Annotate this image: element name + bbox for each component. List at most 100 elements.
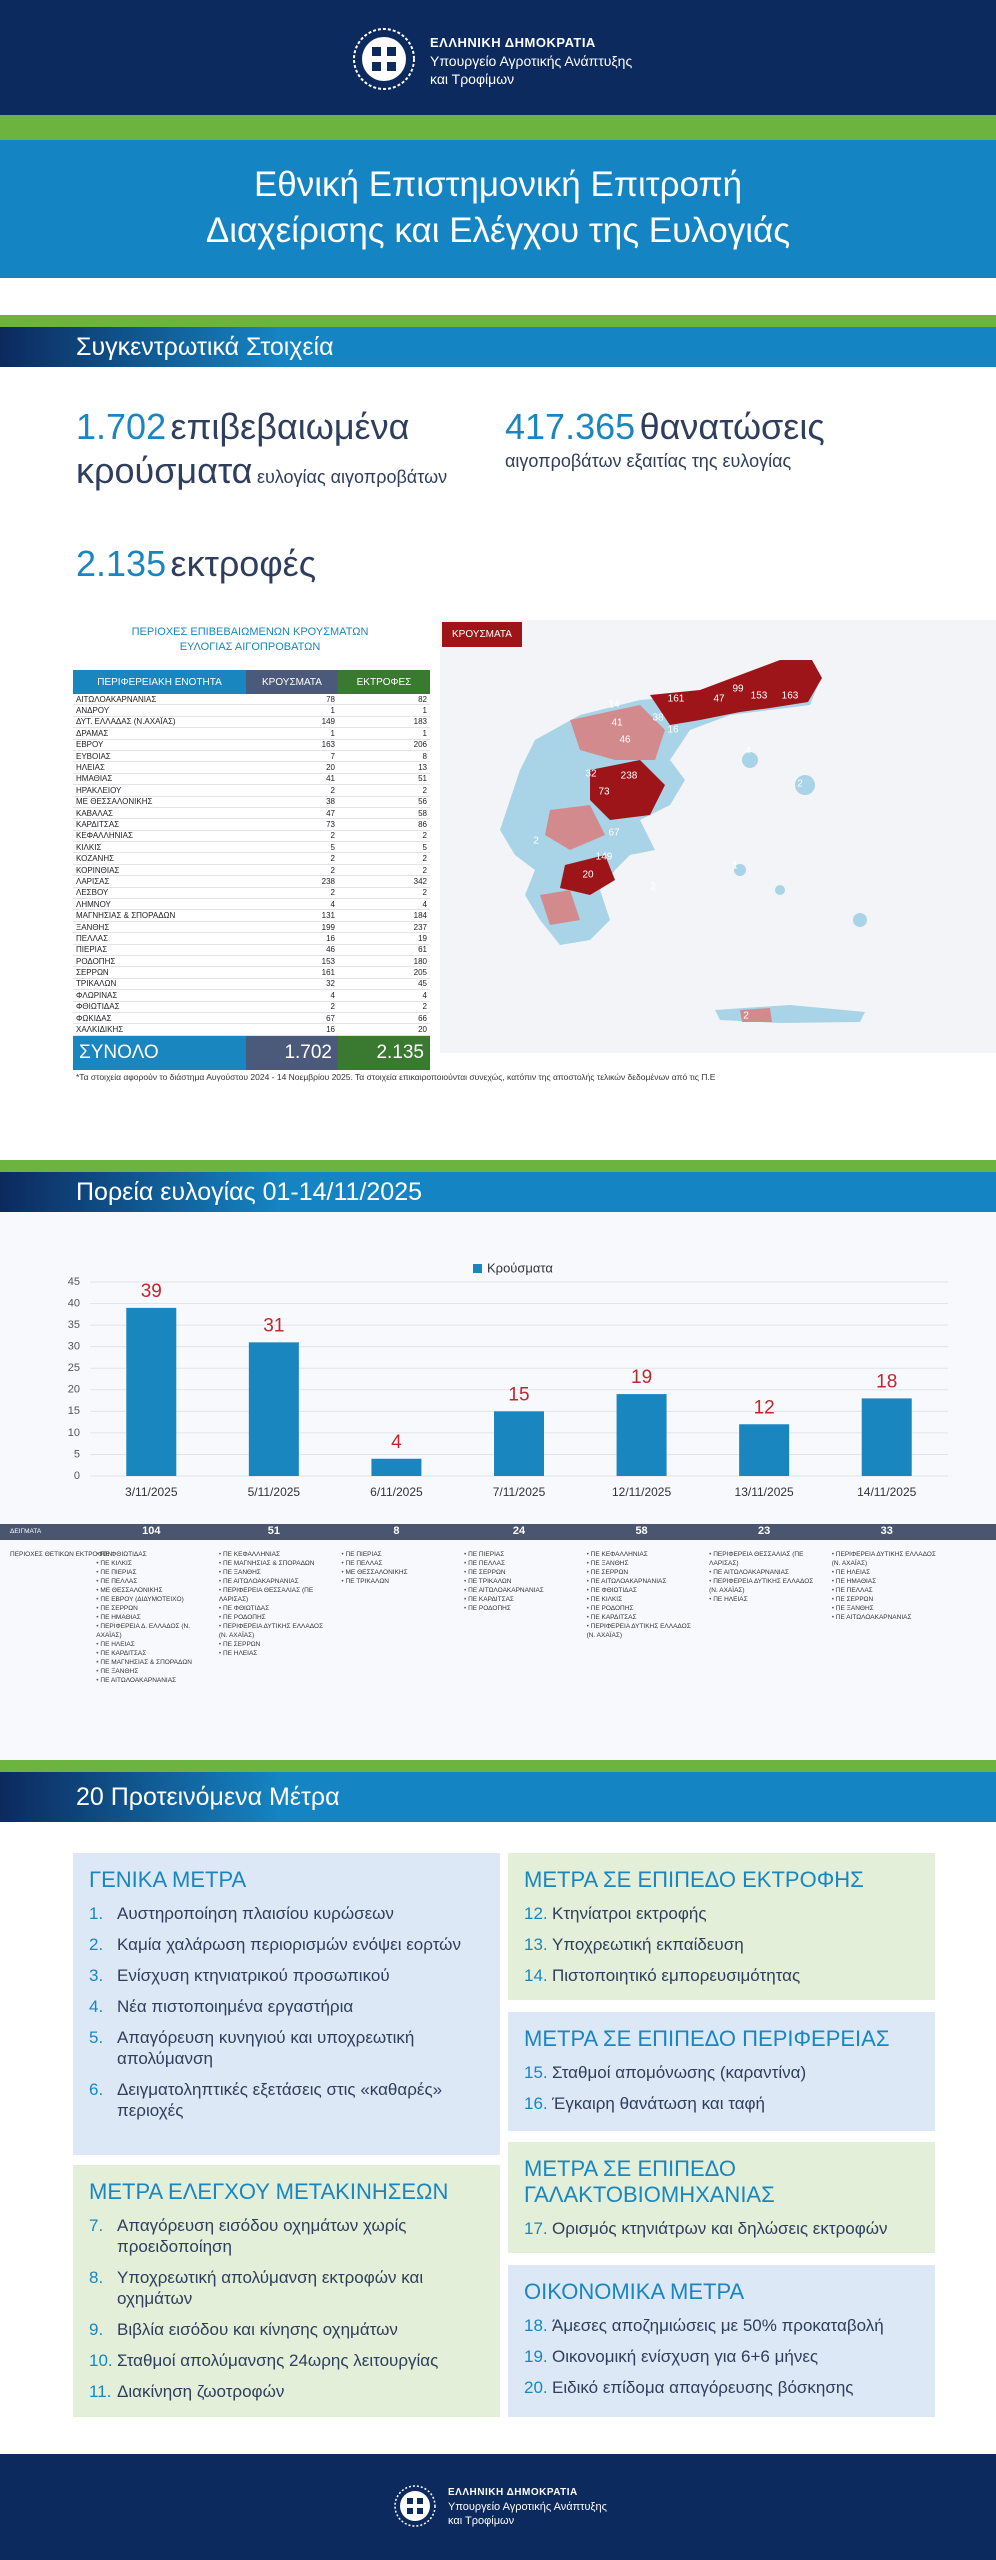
- cell: 67: [246, 1012, 338, 1025]
- measure-text: Υποχρεωτική απολύμανση εκτροφών και οχημ…: [117, 2268, 424, 2308]
- cell: 4: [338, 989, 430, 1002]
- areas-list: ΠΕΡΙΦΕΡΕΙΑ ΘΕΣΣΑΛΙΑΣ (ΠΕ ΛΑΡΙΣΑΣ)ΠΕ ΑΙΤΩ…: [709, 1550, 821, 1604]
- measure-group-title: ΜΕΤΡΑ ΣΕ ΕΠΙΠΕΔΟ ΠΕΡΙΦΕΡΕΙΑΣ: [524, 2026, 890, 2051]
- map-label: 163: [782, 691, 799, 702]
- area: ΠΕ ΠΕΛΛΑΣ: [341, 1559, 453, 1568]
- area: ΠΕ ΑΙΤΩΛΟΑΚΑΡΝΑΝΙΑΣ: [832, 1613, 944, 1622]
- stat: 417.365 θανατώσεις αιγοπροβάτων εξαιτίας…: [505, 405, 945, 473]
- measure-text: Απαγόρευση εισόδου οχημάτων χωρίς προειδ…: [117, 2216, 407, 2256]
- measure: 12. Κτηνίατροι εκτροφής: [524, 1903, 919, 1924]
- cell: 184: [338, 909, 430, 922]
- cell: 56: [338, 796, 430, 808]
- cell: 2: [246, 830, 338, 843]
- area: ΠΕ ΣΕΡΡΩΝ: [464, 1568, 576, 1577]
- measure-number: 7.: [89, 2216, 104, 2235]
- cell: ΦΛΩΡΙΝΑΣ: [73, 989, 246, 1002]
- stripe: [0, 1160, 996, 1172]
- cell: 2: [246, 1001, 338, 1013]
- section-title: Συγκεντρωτικά Στοιχεία: [0, 327, 996, 367]
- measure-text: Ορισμός κτηνιάτρων και δηλώσεις εκτροφών: [552, 2219, 888, 2238]
- cell: 4: [246, 898, 338, 911]
- bar: [616, 1394, 667, 1476]
- area: ΠΕΡΙΦΕΡΕΙΑ ΔΥΤΙΚΗΣ ΕΛΛΑΔΟΣ (Ν. ΑΧΑΪΑΣ): [709, 1577, 821, 1595]
- cell: 16: [246, 932, 338, 945]
- measure-group: ΜΕΤΡΑ ΕΛΕΓΧΟΥ ΜΕΤΑΚΙΝΗΣΕΩΝ 7. Απαγόρευση ε…: [73, 2165, 500, 2417]
- cell: ΔΡΑΜΑΣ: [73, 727, 246, 740]
- area: ΠΕ ΗΜΑΘΙΑΣ: [832, 1577, 944, 1586]
- table-row: ΗΜΑΘΙΑΣ 41 51: [73, 773, 430, 786]
- cell: ΚΙΛΚΙΣ: [73, 841, 246, 854]
- map-legend: ΚΡΟΥΣΜΑΤΑ: [442, 622, 522, 647]
- table-row: ΦΩΚΙΔΑΣ 67 66: [73, 1012, 430, 1025]
- measure-number: 5.: [89, 2028, 104, 2047]
- table-row: ΠΕΛΛΑΣ 16 19: [73, 932, 430, 945]
- table-row: ΗΛΕΙΑΣ 20 13: [73, 761, 430, 774]
- measure-group-title: ΓΕΝΙΚΑ ΜΕΤΡΑ: [89, 1867, 247, 1892]
- samples-count: 8: [393, 1525, 400, 1537]
- table-row: ΣΕΡΡΩΝ 161 205: [73, 966, 430, 979]
- measure-text: Έγκαιρη θανάτωση και ταφή: [552, 2094, 766, 2113]
- measure-number: 11.: [89, 2382, 112, 2401]
- measure-group: ΜΕΤΡΑ ΣΕ ΕΠΙΠΕΔΟ ΓΑΛΑΚΤΟΒΙΟΜΗΧΑΝΙΑΣ 17. Ορ…: [508, 2142, 935, 2253]
- table-row: ΚΟΡΙΝΘΙΑΣ 2 2: [73, 864, 430, 877]
- area: ΠΕ ΤΡΙΚΑΛΩΝ: [341, 1577, 453, 1586]
- cell: ΧΑΛΚΙΔΙΚΗΣ: [73, 1023, 246, 1036]
- column-header: ΕΚΤΡΟΦΕΣ: [338, 670, 430, 694]
- measure-number: 4.: [89, 1997, 104, 2016]
- map-island: [853, 913, 867, 927]
- measure: 19. Οικονομική ενίσχυση για 6+6 μήνες: [524, 2346, 919, 2367]
- table-row: ΞΑΝΘΗΣ 199 237: [73, 921, 430, 934]
- table-row: ΑΝΔΡΟΥ 1 1: [73, 704, 430, 717]
- area: ΠΕ ΞΑΝΘΗΣ: [219, 1568, 331, 1577]
- table-row: ΦΛΩΡΙΝΑΣ 4 4: [73, 989, 430, 1002]
- ministry: και Τροφίμων: [430, 71, 515, 87]
- area: ΠΕ ΑΙΤΩΛΟΑΚΑΡΝΑΝΙΑΣ: [709, 1568, 821, 1577]
- areas-list: ΠΕ ΠΙΕΡΙΑΣΠΕ ΠΕΛΛΑΣΠΕ ΣΕΡΡΩΝΠΕ ΤΡΙΚΑΛΩΝΠ…: [464, 1550, 576, 1613]
- measure-number: 10.: [89, 2351, 113, 2370]
- cell: 1: [246, 704, 338, 717]
- x-tick-label: 14/11/2025: [857, 1485, 916, 1499]
- measure-group: ΜΕΤΡΑ ΣΕ ΕΠΙΠΕΔΟ ΕΚΤΡΟΦΗΣ 12. Κτηνίατροι ε…: [508, 1853, 935, 2000]
- cell: ΚΟΖΑΝΗΣ: [73, 852, 246, 865]
- cell: 19: [338, 932, 430, 945]
- stat: 1.702 επιβεβαιωμένα κρούσματα ευλογίας α…: [76, 405, 496, 493]
- measure-text: Απαγόρευση κυνηγιού και υποχρεωτική απολ…: [117, 2028, 415, 2068]
- cell: 5: [246, 841, 338, 854]
- cell: ΗΜΑΘΙΑΣ: [73, 773, 246, 786]
- emblem: [394, 2485, 436, 2527]
- section-title: 20 Προτεινόμενα Μέτρα: [0, 1772, 996, 1822]
- table-title-line: ΕΥΛΟΓΙΑΣ ΑΙΓΟΠΡΟΒΑΤΩΝ: [179, 641, 321, 653]
- cell: 13: [338, 761, 430, 774]
- cell: 38: [246, 796, 338, 808]
- area: ΠΕ ΑΙΤΩΛΟΑΚΑΡΝΑΝΙΑΣ: [464, 1586, 576, 1595]
- samples-header: ΔΕΙΓΜΑΤΑ 104 51 8 24 58 23 33: [0, 1524, 996, 1540]
- banner-title: Εθνική Επιστημονική Επιτροπή: [253, 165, 743, 204]
- measure-number: 1.: [89, 1904, 104, 1923]
- measure-text: Διακίνηση ζωοτροφών: [117, 2382, 285, 2401]
- cell: 163: [246, 739, 338, 751]
- area: ΜΕ ΘΕΣΣΑΛΟΝΙΚΗΣ: [96, 1586, 208, 1595]
- ministry: και Τροφίμων: [448, 2515, 515, 2527]
- measure-number: 20.: [524, 2378, 548, 2397]
- cell: 86: [338, 818, 430, 831]
- cell: ΕΒΡΟΥ: [73, 739, 246, 751]
- cell: 1: [246, 727, 338, 740]
- area: ΠΕ ΗΜΑΘΙΑΣ: [96, 1613, 208, 1622]
- cell: 161: [246, 966, 338, 979]
- map-panel: 161 47 99 153 163 14 38 41 46 16 4 238 32 73 2 67 2 149 20…: [440, 620, 996, 1053]
- bar-chart: 0 5 10 15 20 25 30 35 40 45 Κρούσματα 39 31 4 15 19 12 18…: [68, 1260, 948, 1499]
- measure-group-title: ΜΕΤΡΑ ΕΛΕΓΧΟΥ ΜΕΤΑΚΙΝΗΣΕΩΝ: [89, 2179, 449, 2204]
- footnote: *Τα στοιχεία αφορούν το διάστημα Αυγούστ…: [76, 1072, 716, 1082]
- measure: 1. Αυστηροποίηση πλαισίου κυρώσεων: [89, 1903, 484, 1924]
- area: ΠΕ ΠΙΕΡΙΑΣ: [464, 1550, 576, 1559]
- map-region: [540, 890, 580, 925]
- measure-number: 6.: [89, 2080, 104, 2099]
- measure: 5. Απαγόρευση κυνηγιού και υποχρεωτική απ…: [89, 2027, 484, 2069]
- map-label: 67: [608, 828, 620, 839]
- measure: 8. Υποχρεωτική απολύμανση εκτροφών και οχ…: [89, 2267, 484, 2309]
- cell: 82: [338, 694, 430, 706]
- cell: 46: [246, 944, 338, 957]
- map-label: 16: [667, 725, 679, 736]
- area: ΠΕ ΡΟΔΟΠΗΣ: [587, 1604, 699, 1613]
